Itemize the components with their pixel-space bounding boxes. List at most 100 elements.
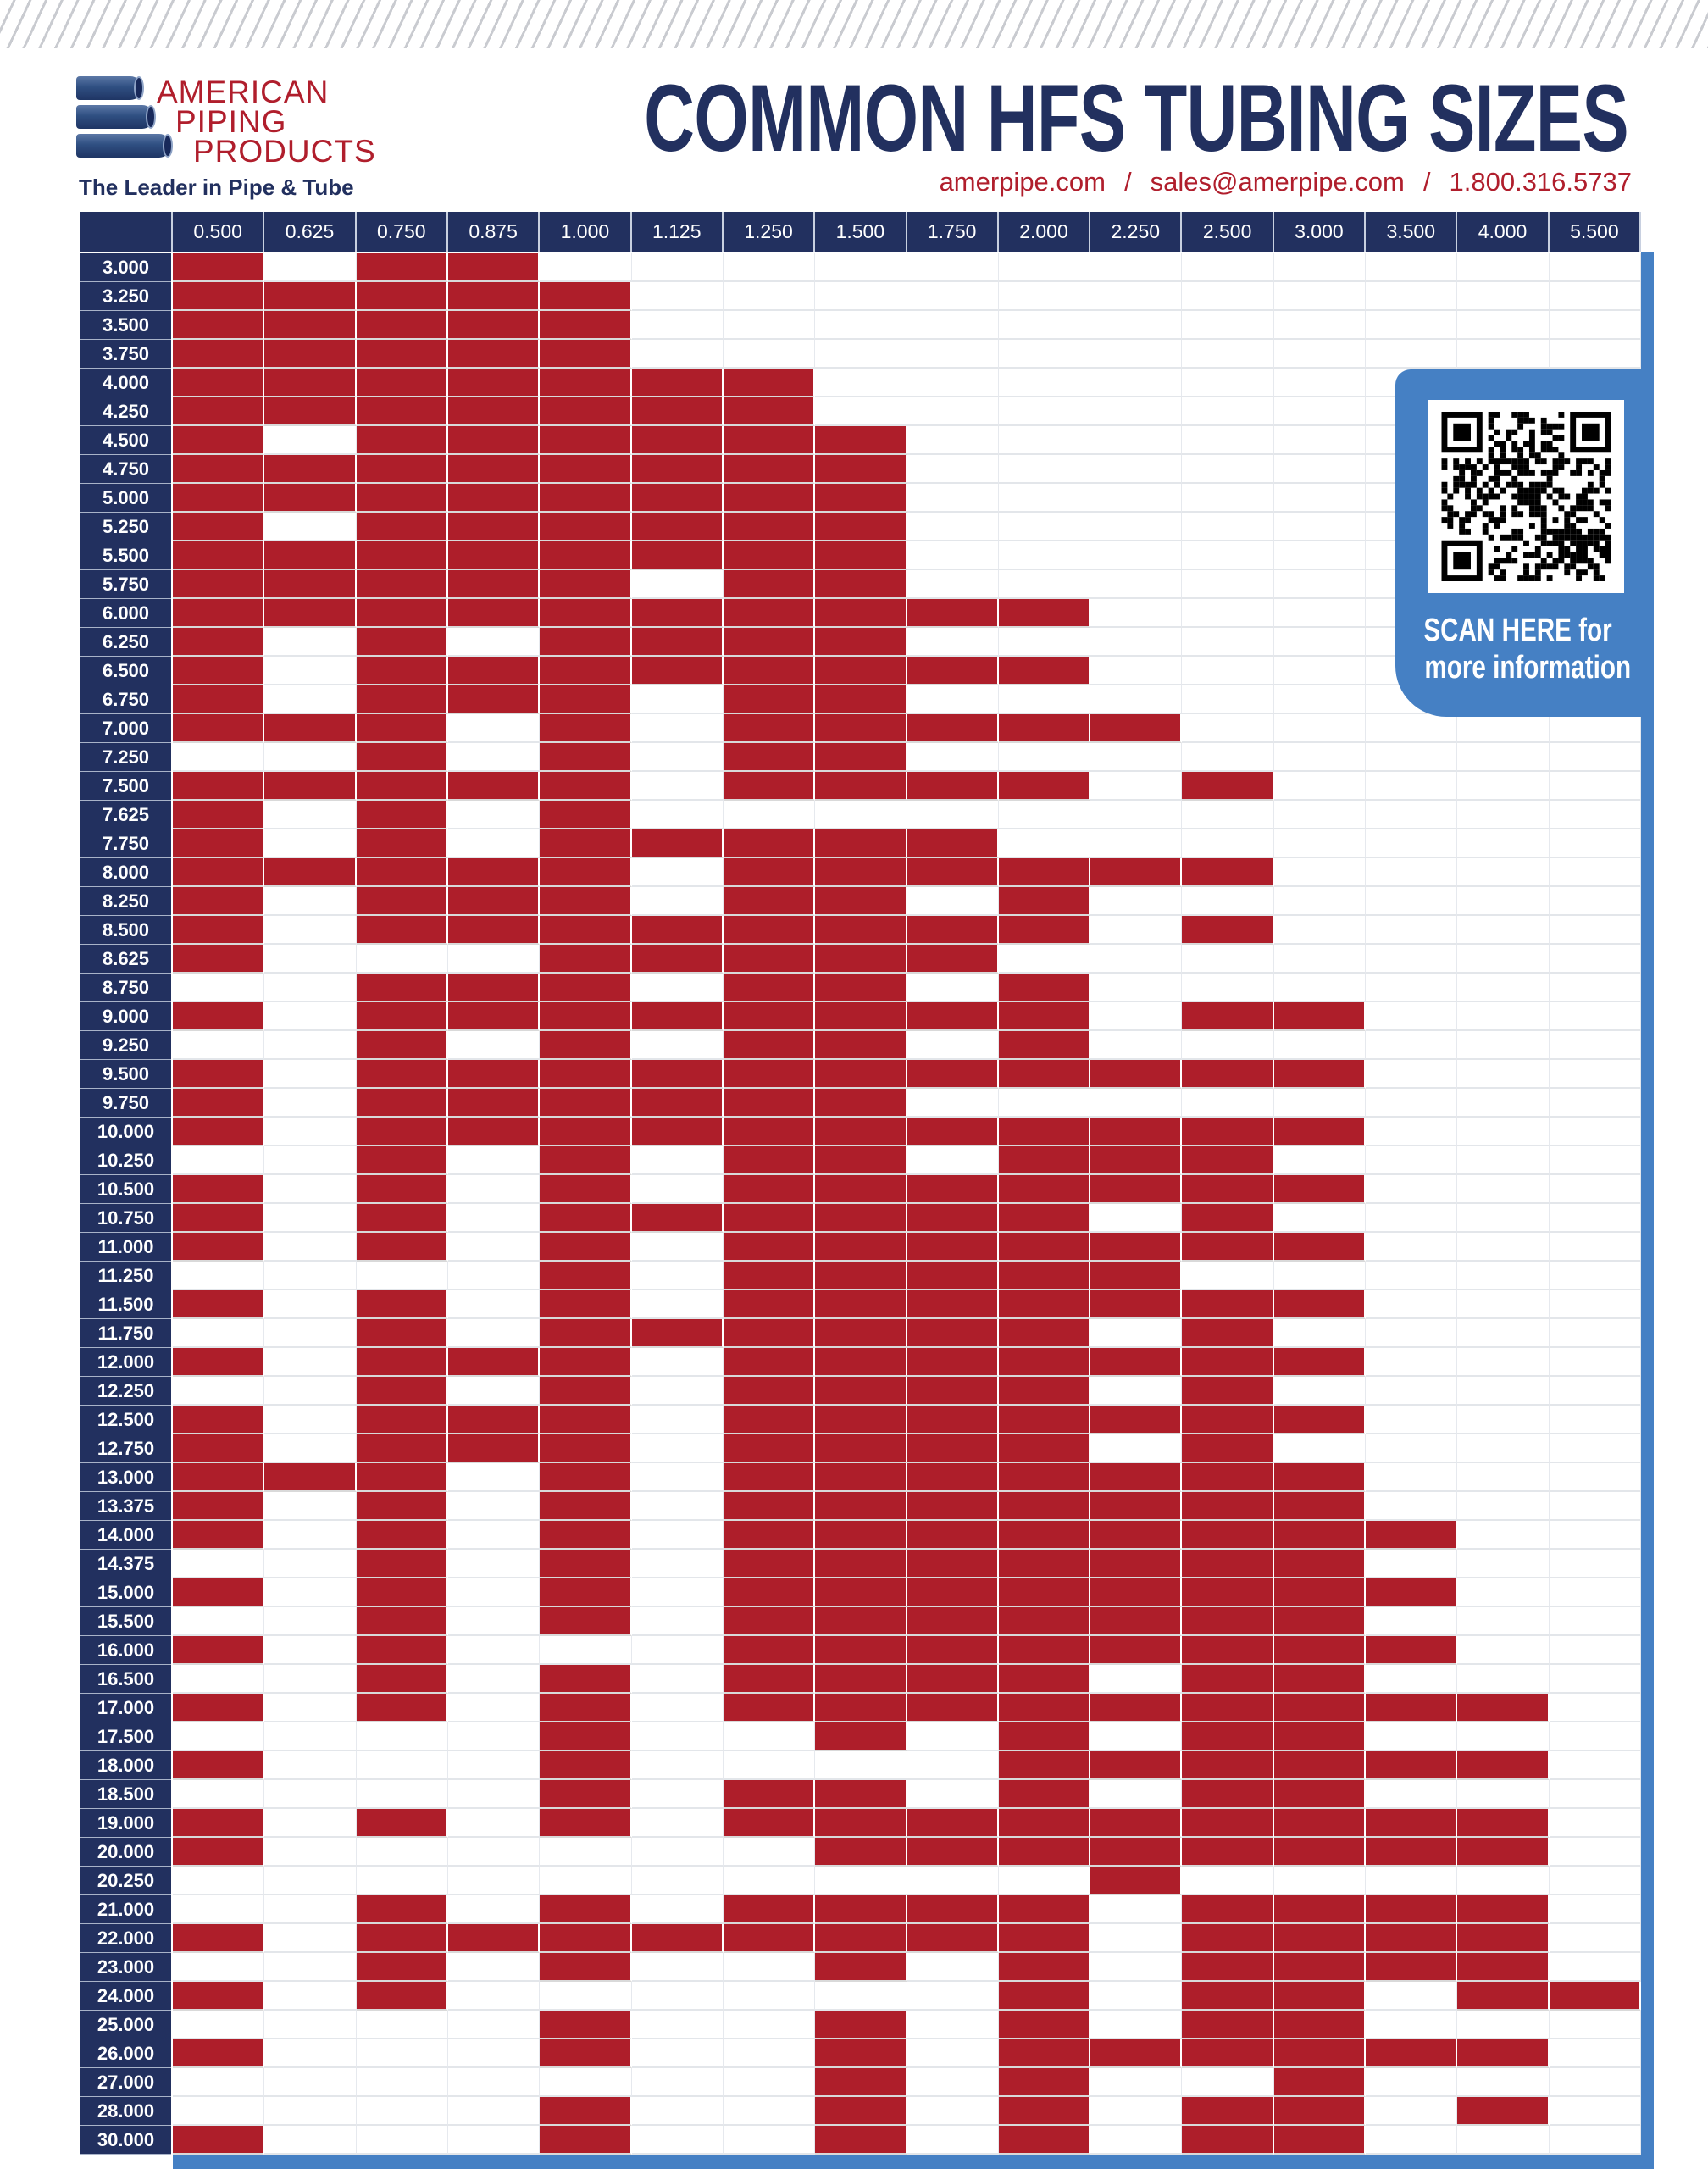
available-size-cell [1182,1204,1274,1233]
empty-size-cell [1457,1002,1550,1031]
available-size-cell [447,1089,541,1118]
available-size-cell [1182,1233,1274,1262]
available-size-cell [631,484,724,513]
available-size-cell [1457,1838,1550,1867]
available-size-cell [631,1118,724,1146]
available-size-cell [1273,1118,1367,1146]
available-size-cell [815,1780,907,1809]
available-size-cell [356,1521,448,1550]
empty-size-cell [1182,829,1274,858]
empty-size-cell [1457,1146,1550,1175]
available-size-cell [173,1463,265,1492]
row-size-label: 24.000 [80,1982,171,2011]
available-size-cell [998,1146,1091,1175]
available-size-cell [540,1722,632,1751]
empty-size-cell [1273,1204,1367,1233]
empty-size-cell [1366,1118,1458,1146]
available-size-cell [631,829,724,858]
available-size-cell [540,1665,632,1694]
empty-size-cell [1457,2126,1550,2155]
empty-size-cell [447,1290,541,1319]
available-size-cell [173,829,265,858]
available-size-cell [998,1175,1091,1204]
available-size-cell [723,714,816,743]
empty-size-cell [1090,887,1183,916]
available-size-cell [907,1895,999,1924]
available-size-cell [723,397,816,426]
empty-size-cell [447,1550,541,1578]
empty-size-cell [1366,1722,1458,1751]
available-size-cell [1182,1924,1274,1953]
row-size-label: 25.000 [80,2011,171,2039]
available-size-cell [1366,1694,1458,1722]
empty-size-cell [1182,1262,1274,1290]
available-size-cell [723,484,816,513]
empty-size-cell [1457,1233,1550,1262]
available-size-cell [356,1809,448,1838]
empty-size-cell [907,801,999,829]
empty-size-cell [1182,513,1274,541]
available-size-cell [264,369,357,397]
available-size-cell [1457,1809,1550,1838]
empty-size-cell [631,1895,724,1924]
website-link[interactable]: amerpipe.com [939,167,1106,197]
empty-size-cell [1273,628,1367,657]
available-size-cell [723,1492,816,1521]
row-size-label: 13.375 [80,1492,171,1521]
empty-size-cell [1090,311,1183,340]
available-size-cell [1090,1233,1183,1262]
email-link[interactable]: sales@amerpipe.com [1150,167,1405,197]
empty-size-cell [815,1751,907,1780]
empty-size-cell [907,513,999,541]
available-size-cell [447,916,541,945]
empty-size-cell [1366,1348,1458,1377]
available-size-cell [356,1060,448,1089]
empty-size-cell [907,541,999,570]
empty-size-cell [1182,685,1274,714]
empty-size-cell [723,1751,816,1780]
empty-size-cell [1549,2011,1641,2039]
empty-size-cell [1549,1204,1641,1233]
qr-code-icon[interactable] [1428,400,1624,593]
empty-size-cell [1457,1118,1550,1146]
available-size-cell [264,541,357,570]
empty-size-cell [723,2097,816,2126]
column-header: 1.125 [631,212,724,252]
row-size-label: 6.000 [80,599,171,628]
available-size-cell [1182,1118,1274,1146]
row-size-label: 14.000 [80,1521,171,1550]
empty-size-cell [631,1406,724,1434]
available-size-cell [356,916,448,945]
available-size-cell [723,1233,816,1262]
empty-size-cell [631,714,724,743]
available-size-cell [1273,1578,1367,1607]
empty-size-cell [1273,570,1367,599]
empty-size-cell [1182,2068,1274,2097]
available-size-cell [173,1924,265,1953]
empty-size-cell [631,1722,724,1751]
available-size-cell [1090,1492,1183,1521]
empty-size-cell [264,1262,357,1290]
available-size-cell [447,657,541,685]
empty-size-cell [1182,743,1274,772]
available-size-cell [998,1290,1091,1319]
available-size-cell [1182,858,1274,887]
available-size-cell [356,1319,448,1348]
available-size-cell [723,1262,816,1290]
empty-size-cell [631,2039,724,2068]
empty-size-cell [264,1204,357,1233]
decorative-hatch-stripe [0,0,1708,48]
empty-size-cell [1366,253,1458,282]
available-size-cell [356,1636,448,1665]
available-size-cell [1090,1290,1183,1319]
available-size-cell [815,1895,907,1924]
phone-number[interactable]: 1.800.316.5737 [1449,167,1633,197]
available-size-cell [723,916,816,945]
empty-size-cell [723,1838,816,1867]
empty-size-cell [1366,311,1458,340]
empty-size-cell [1090,1722,1183,1751]
empty-size-cell [815,253,907,282]
available-size-cell [356,685,448,714]
available-size-cell [540,570,632,599]
available-size-cell [173,1838,265,1867]
